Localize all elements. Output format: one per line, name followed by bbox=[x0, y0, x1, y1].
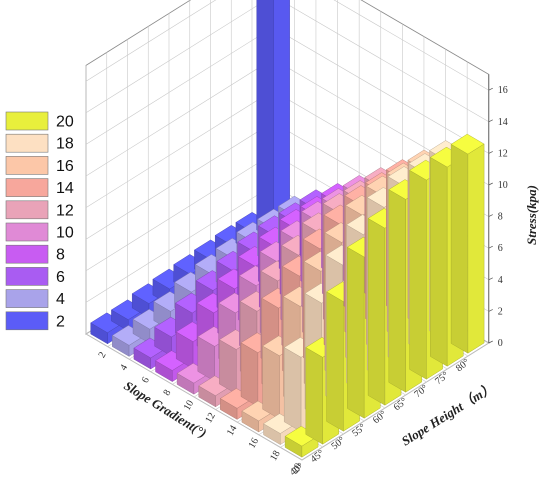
legend-item: 8 bbox=[5, 244, 65, 264]
stress-gridline bbox=[85, 0, 489, 91]
z-tick-label: 0 bbox=[498, 338, 503, 349]
legend-swatch bbox=[5, 311, 49, 331]
z-tick-label: 16 bbox=[498, 85, 508, 96]
x-tick-label: 10 bbox=[182, 398, 197, 412]
legend-item: 20 bbox=[5, 111, 74, 131]
legend-label: 4 bbox=[56, 291, 65, 308]
legend-label: 10 bbox=[56, 225, 74, 242]
x-tick-label: 8 bbox=[161, 388, 173, 398]
x-tick-label: 18 bbox=[268, 449, 283, 463]
z-tick-label: 2 bbox=[498, 306, 503, 317]
legend-item: 14 bbox=[5, 178, 74, 197]
legend-item: 12 bbox=[5, 200, 74, 220]
x-tick-label: 4 bbox=[118, 363, 130, 373]
bar-2m-80deg bbox=[256, 0, 290, 241]
x-tick-label: 14 bbox=[225, 424, 240, 438]
legend-label: 20 bbox=[56, 114, 74, 131]
x-tick-label: 12 bbox=[203, 411, 218, 425]
legend-swatch bbox=[5, 289, 49, 308]
z-tick-label: 12 bbox=[498, 148, 508, 159]
legend-label: 18 bbox=[56, 136, 74, 153]
y-tick-label: 40° bbox=[288, 461, 306, 478]
legend-item: 2 bbox=[5, 311, 65, 331]
legend-label: 14 bbox=[56, 180, 74, 197]
z-tick-label: 14 bbox=[498, 117, 508, 128]
z-tick-label: 4 bbox=[498, 275, 503, 286]
legend-swatch bbox=[5, 244, 49, 264]
legend-item: 6 bbox=[5, 267, 65, 286]
floor-gridline bbox=[85, 333, 303, 461]
z-tick-label: 10 bbox=[498, 180, 508, 191]
legend-item: 10 bbox=[5, 222, 74, 242]
legend-item: 18 bbox=[5, 133, 74, 153]
legend-swatch bbox=[5, 200, 49, 220]
x-tick-label: 20 bbox=[290, 461, 305, 475]
legend-item: 4 bbox=[5, 289, 65, 308]
x-tick-label: 2 bbox=[97, 350, 109, 360]
z-tick-label: 8 bbox=[498, 212, 503, 223]
x-tick-label: 6 bbox=[140, 375, 152, 385]
legend-swatch bbox=[5, 111, 49, 131]
chart-bars bbox=[90, 0, 485, 458]
legend-label: 16 bbox=[56, 158, 74, 175]
legend-swatch bbox=[5, 178, 49, 197]
legend-label: 6 bbox=[56, 269, 65, 286]
legend-swatch bbox=[5, 267, 49, 286]
bar-2m-40deg bbox=[90, 312, 125, 345]
legend-label: 12 bbox=[56, 202, 74, 219]
z-axis-title: Stress(kpa) bbox=[524, 185, 539, 245]
legend-label: 8 bbox=[56, 247, 65, 264]
bar-16m-40deg bbox=[241, 400, 276, 433]
stress-gridline bbox=[85, 0, 489, 123]
floor-gridline bbox=[301, 342, 489, 461]
bar-20m-80deg bbox=[450, 133, 485, 354]
legend-label: 2 bbox=[56, 313, 65, 330]
legend-item: 16 bbox=[5, 156, 74, 175]
legend-swatch bbox=[5, 222, 49, 242]
legend-swatch bbox=[5, 133, 49, 153]
x-tick-label: 16 bbox=[247, 436, 262, 450]
z-tick-label: 6 bbox=[498, 243, 503, 254]
legend: 20 18 16 14 12 10 8 6 4 2 bbox=[5, 111, 74, 331]
legend-swatch bbox=[5, 156, 49, 175]
